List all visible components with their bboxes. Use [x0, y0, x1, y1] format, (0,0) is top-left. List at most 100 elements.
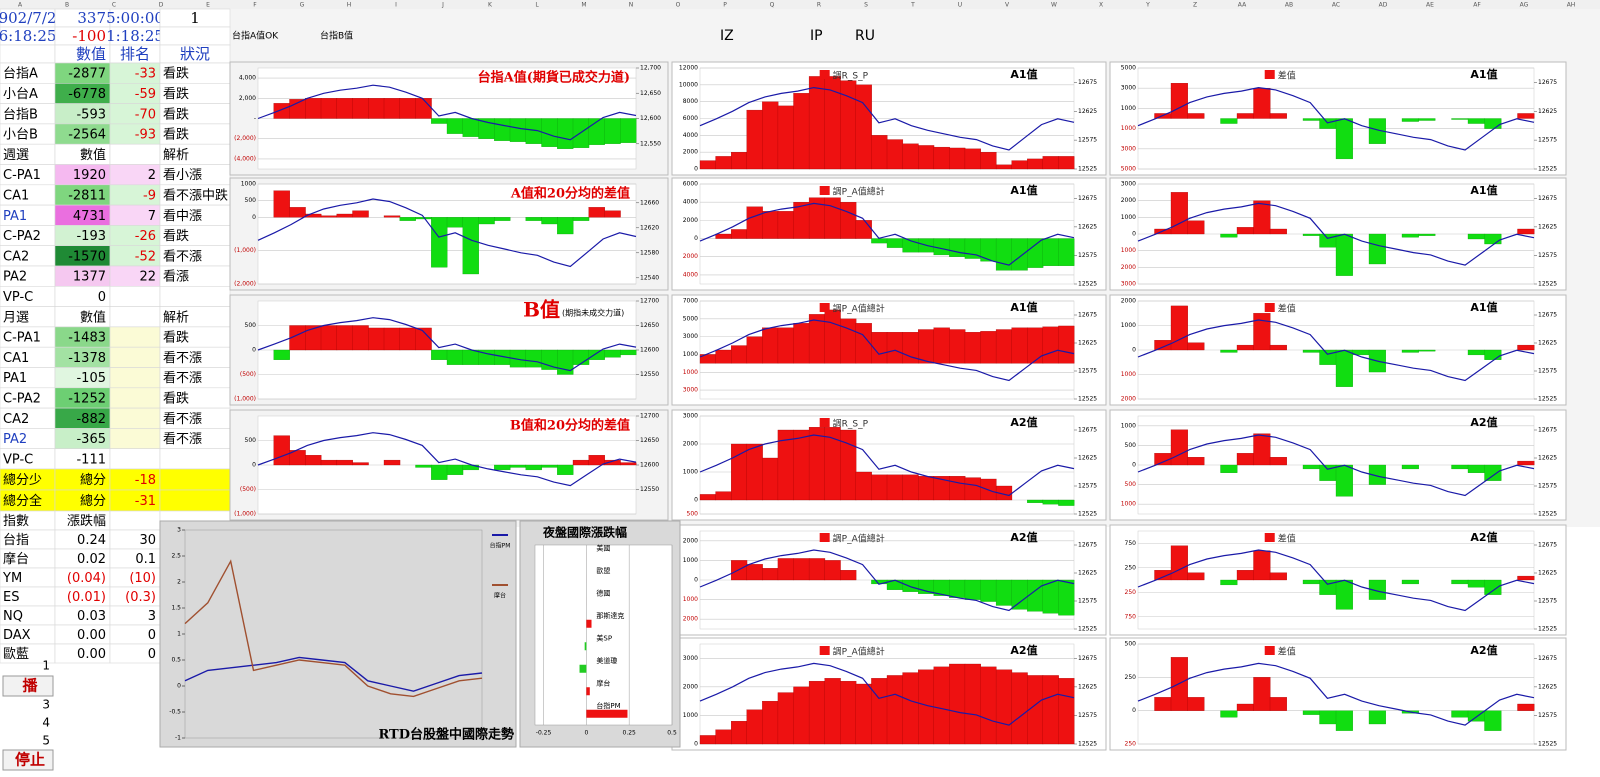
y-tick-label: 1000 — [241, 181, 256, 188]
bar — [1027, 579, 1044, 612]
y2-tick-label: 12650 — [640, 437, 659, 444]
y-tick-label: 3 — [177, 527, 181, 534]
cell-text: 看跌 — [163, 127, 189, 143]
y-tick-label: 500 — [1125, 442, 1137, 449]
cell-text: 2 — [148, 168, 156, 183]
bar — [824, 560, 841, 581]
bar — [995, 579, 1013, 606]
bar — [824, 197, 841, 239]
x-tick-label: 0.25 — [623, 730, 637, 737]
cell — [109, 285, 161, 307]
bar — [1335, 349, 1353, 387]
bar — [746, 206, 763, 239]
y2-tick-label: 12675 — [1078, 195, 1097, 202]
bar — [1011, 238, 1028, 271]
top-label: 台指A值OK — [232, 30, 279, 42]
bar — [949, 238, 966, 257]
y2-tick-label: 12600 — [640, 462, 659, 469]
cell-text: 月選 — [3, 310, 29, 325]
y-tick-label: 1.5 — [171, 605, 181, 612]
cell-text: -1378 — [68, 351, 106, 366]
y2-tick-label: 12525 — [1538, 166, 1557, 173]
bar — [1467, 579, 1485, 588]
y-tick-label: 250 — [1125, 674, 1137, 681]
plot-area — [534, 544, 673, 726]
chart-title: RTD台股盤中國際走勢 — [378, 727, 514, 743]
cell-text: 0.1 — [135, 552, 156, 567]
x-tick-label: 0.5 — [667, 730, 677, 737]
cell-text: 看漲 — [163, 269, 189, 285]
bar — [855, 84, 872, 170]
bar — [1027, 327, 1044, 364]
y-tick-label: 3000 — [683, 413, 698, 420]
bar — [1170, 545, 1188, 581]
bar — [886, 474, 904, 501]
index-line — [1137, 319, 1535, 382]
cell-text: 0.24 — [77, 533, 106, 548]
bar — [1042, 238, 1059, 266]
bar — [320, 459, 338, 466]
column-letter: AA — [1238, 2, 1247, 9]
y-tick-label: 2,000 — [239, 95, 256, 102]
y2-tick-label: 12540 — [640, 274, 659, 281]
bar — [1187, 342, 1205, 351]
bar — [995, 164, 1013, 170]
y-tick-label: 1000 — [683, 557, 698, 564]
cell-text: C-PA1 — [3, 168, 41, 183]
bar — [1319, 233, 1337, 248]
control-button[interactable] — [2, 675, 54, 697]
bar — [918, 145, 935, 170]
bar — [1027, 238, 1044, 268]
cell-text: 0.02 — [77, 552, 106, 567]
cell-text: YM — [2, 571, 22, 586]
bar — [1467, 464, 1485, 473]
y2-tick-label: 12575 — [1538, 712, 1557, 719]
y2-tick-label: 12525 — [1078, 511, 1097, 518]
y2-tick-label: 12580 — [640, 249, 659, 256]
y2-tick-label: 12700 — [640, 413, 659, 420]
bar — [715, 349, 732, 364]
cell-text: 0 — [148, 647, 156, 662]
bar — [1236, 453, 1254, 466]
column-letter: AD — [1379, 2, 1388, 9]
panel-subtitle: (期指未成交力道) — [562, 308, 624, 318]
cell-text: CA2 — [3, 412, 29, 427]
bar — [1302, 233, 1320, 236]
y-tick-label: (500) — [240, 371, 256, 378]
y-tick-label: -1 — [175, 735, 181, 742]
control-number: 4 — [42, 716, 50, 730]
bar — [699, 735, 717, 745]
legend-swatch — [819, 418, 830, 427]
cell-text: 0.00 — [77, 647, 106, 662]
bar — [840, 680, 857, 745]
y2-tick-label: 12,650 — [640, 90, 661, 97]
y2-tick-label: 12625 — [1078, 108, 1097, 115]
y-tick-label: 7000 — [683, 298, 698, 305]
legend-swatch — [1264, 646, 1275, 655]
bar — [995, 669, 1013, 745]
cell — [109, 510, 161, 531]
bar — [793, 558, 810, 581]
index-line — [257, 84, 637, 141]
y-tick-label: 750 — [1125, 540, 1137, 547]
top-label: IZ — [720, 28, 734, 44]
control-button[interactable] — [2, 749, 54, 771]
bar — [572, 217, 590, 221]
cell-text: 看跌 — [163, 228, 189, 244]
y2-tick-label: 12575 — [1538, 483, 1557, 490]
y-tick-label: 1000 — [1121, 371, 1136, 378]
y-tick-label: 3000 — [683, 387, 698, 394]
y-tick-label: 2000 — [683, 683, 698, 690]
cell-text: 總分 — [80, 472, 106, 488]
cell-text: 總分 — [80, 493, 106, 509]
y-tick-label: 4,000 — [239, 75, 256, 82]
index-line — [257, 198, 637, 268]
bar — [808, 680, 826, 745]
bar — [305, 455, 322, 466]
cell-text: -105 — [76, 371, 106, 386]
y-tick-label: 500 — [687, 511, 699, 518]
bar — [604, 210, 621, 218]
y-tick-label: 6000 — [683, 181, 698, 188]
y-tick-label: 0 — [1132, 347, 1136, 354]
bar — [525, 217, 542, 221]
